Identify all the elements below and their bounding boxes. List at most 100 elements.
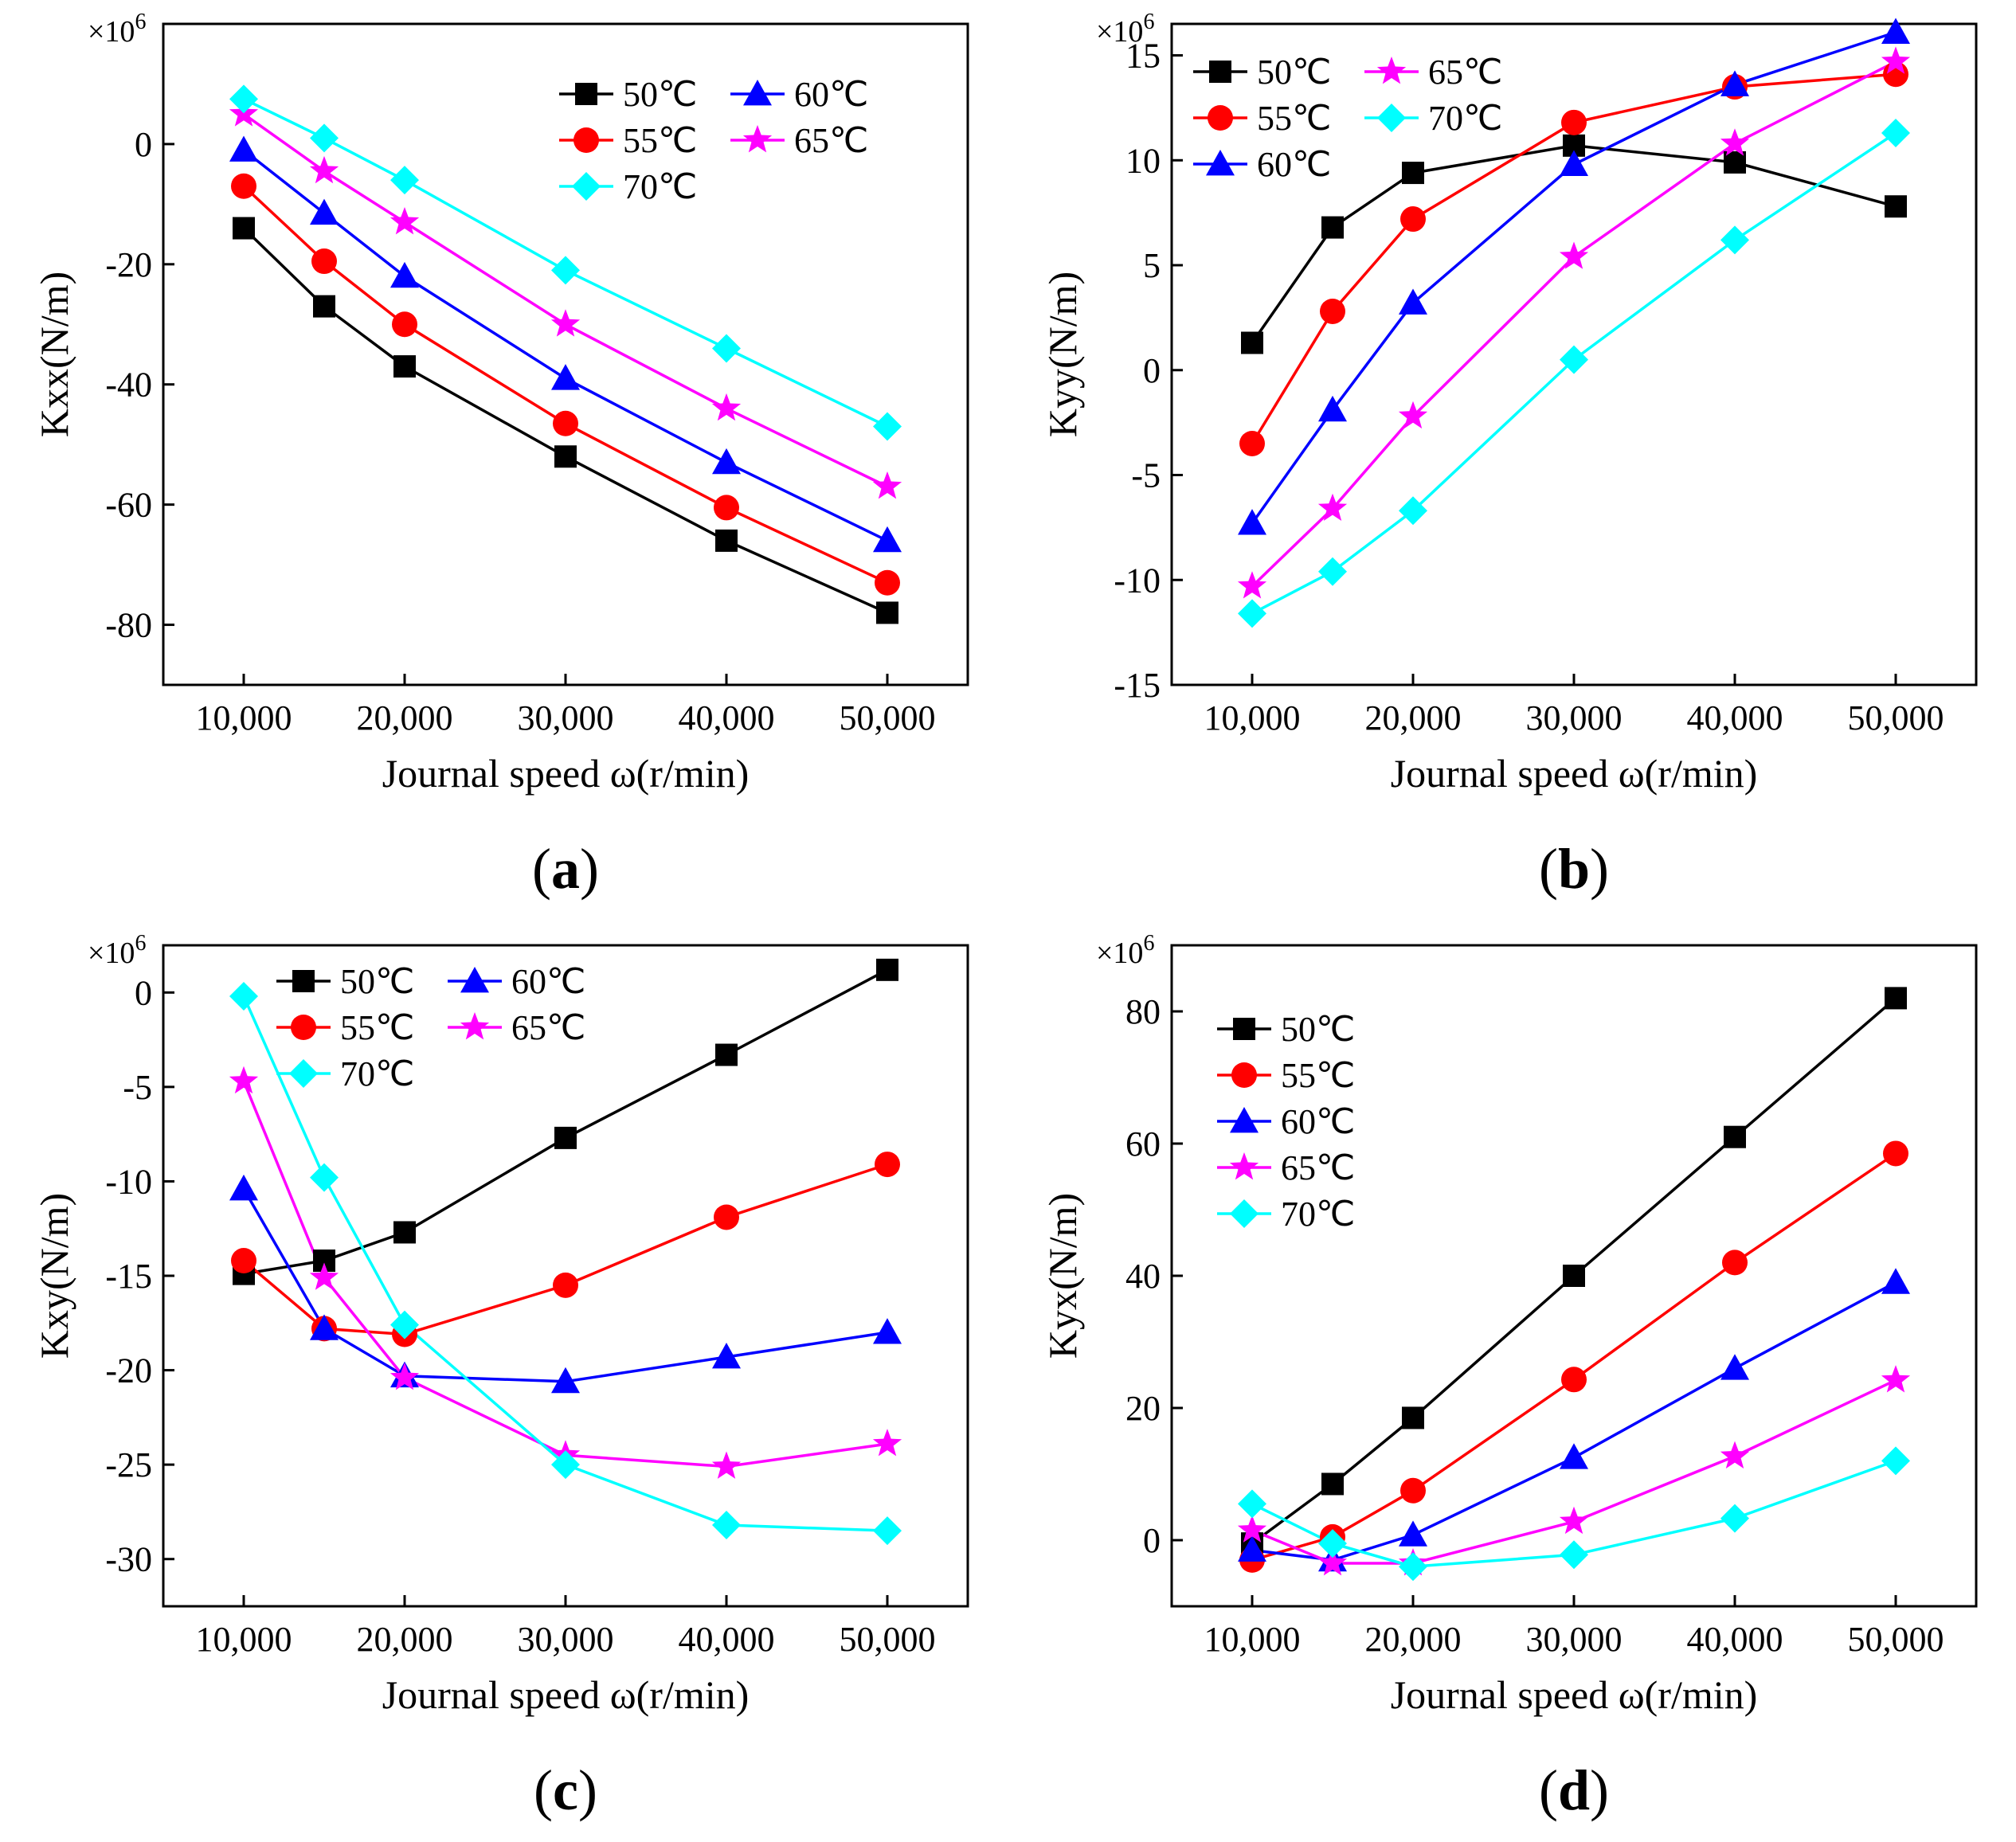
data-point bbox=[1238, 509, 1266, 535]
data-point bbox=[1400, 206, 1426, 233]
legend-marker bbox=[742, 125, 773, 153]
chart-c-svg: -30 -25 -20 -15 -10 -5 0 10,000 20,000 30,000 40,0… bbox=[32, 931, 969, 1822]
data-point bbox=[1885, 195, 1907, 218]
data-point bbox=[873, 526, 902, 553]
legend-marker bbox=[1229, 1152, 1259, 1180]
data-point bbox=[1399, 288, 1427, 315]
data-point bbox=[229, 135, 258, 162]
series-markers-3 bbox=[229, 135, 902, 553]
panel-label: (b) bbox=[1539, 837, 1609, 901]
legend-marker bbox=[1230, 1199, 1259, 1228]
data-point bbox=[310, 123, 339, 153]
legend-label: 65℃ bbox=[1281, 1148, 1355, 1187]
legend-marker bbox=[289, 1059, 318, 1088]
panel-label-close: ) bbox=[1590, 837, 1609, 901]
series-line-3 bbox=[242, 149, 888, 542]
chart-b-svg: -15 -10 -5 0 5 10 15 10,000 20,000 30,000 40,000 50… bbox=[1040, 10, 1978, 901]
y-multiplier-label: ×106 bbox=[1096, 931, 1154, 970]
data-point bbox=[1318, 1529, 1347, 1558]
series-markers-3 bbox=[1238, 18, 1910, 535]
legend-item: 55℃ bbox=[1217, 1056, 1355, 1095]
series-markers-5 bbox=[229, 84, 902, 441]
data-point bbox=[551, 1367, 580, 1394]
data-point bbox=[1237, 571, 1267, 599]
data-point bbox=[393, 1221, 416, 1244]
data-point bbox=[1399, 1520, 1427, 1547]
legend-item: 65℃ bbox=[1217, 1148, 1355, 1187]
legend-item: 65℃ bbox=[730, 121, 868, 160]
legend-marker bbox=[1208, 105, 1233, 131]
data-point bbox=[1399, 496, 1427, 526]
legend-item: 65℃ bbox=[1364, 53, 1502, 92]
data-point bbox=[873, 412, 902, 441]
panel-label: (c) bbox=[534, 1758, 597, 1822]
data-point bbox=[553, 410, 578, 436]
legend-marker bbox=[743, 80, 772, 106]
x-tick-label: 10,000 bbox=[1204, 698, 1301, 737]
data-point bbox=[1720, 128, 1750, 156]
panel-label-open: ( bbox=[532, 837, 551, 901]
y-axis-title: Kxy(N/m) bbox=[32, 1193, 76, 1359]
y-tick-label: 80 bbox=[1125, 992, 1161, 1031]
y-axis-title: Kyy(N/m) bbox=[1040, 272, 1085, 437]
legend-marker bbox=[572, 172, 601, 201]
data-point bbox=[392, 311, 417, 338]
legend-label: 70℃ bbox=[1428, 99, 1502, 138]
x-tick-label: 20,000 bbox=[1365, 1620, 1462, 1659]
data-point bbox=[1885, 987, 1907, 1010]
legend-item: 70℃ bbox=[1364, 99, 1502, 138]
data-point bbox=[1560, 1443, 1588, 1469]
series-markers-1 bbox=[1241, 134, 1907, 354]
data-point bbox=[875, 1152, 900, 1178]
data-point bbox=[389, 1363, 420, 1390]
data-point bbox=[1720, 1441, 1750, 1469]
data-point bbox=[551, 256, 580, 285]
data-point bbox=[1561, 109, 1587, 135]
data-point bbox=[550, 309, 581, 337]
data-point bbox=[1238, 599, 1266, 628]
data-point bbox=[876, 958, 898, 981]
data-point bbox=[715, 1043, 738, 1066]
series-line-2 bbox=[242, 1163, 888, 1336]
y-tick-label: -30 bbox=[105, 1540, 152, 1579]
legend-label: 50℃ bbox=[623, 75, 697, 114]
series-line-2 bbox=[1251, 72, 1897, 444]
chart-a-svg: -80 -60 -40 -20 0 10,000 20,000 30,000 40,000 50,… bbox=[32, 10, 969, 901]
y-tick-label: -10 bbox=[105, 1162, 152, 1201]
y-axis-title: Kxx(N/m) bbox=[32, 272, 76, 437]
panel-label-open: ( bbox=[1539, 1758, 1558, 1822]
data-point bbox=[1399, 1552, 1427, 1582]
data-point bbox=[231, 173, 256, 199]
x-tick-label: 40,000 bbox=[1687, 1620, 1783, 1659]
y-tick-label: 15 bbox=[1125, 37, 1161, 76]
data-point bbox=[554, 445, 577, 468]
x-tick-label: 30,000 bbox=[1526, 1620, 1623, 1659]
panel-label-open: ( bbox=[534, 1758, 553, 1822]
data-point bbox=[1238, 1535, 1266, 1562]
x-tick-label: 50,000 bbox=[1848, 698, 1944, 737]
legend-item: 55℃ bbox=[559, 121, 697, 160]
legend-label: 60℃ bbox=[1257, 145, 1331, 184]
series-line-5 bbox=[1251, 131, 1897, 615]
legend-label: 70℃ bbox=[623, 167, 697, 206]
data-point bbox=[711, 1451, 742, 1479]
x-tick-label: 20,000 bbox=[357, 698, 453, 737]
legend-item: 60℃ bbox=[448, 962, 585, 1001]
legend-label: 65℃ bbox=[511, 1008, 585, 1047]
series-markers-5 bbox=[1238, 1446, 1910, 1582]
legend-marker bbox=[1231, 1062, 1257, 1088]
data-point bbox=[551, 1450, 580, 1480]
y-tick-label: 0 bbox=[135, 973, 152, 1012]
legend-label: 55℃ bbox=[1281, 1056, 1355, 1095]
data-point bbox=[553, 1272, 578, 1298]
data-point bbox=[714, 495, 739, 521]
data-point bbox=[1724, 151, 1746, 174]
y-tick-label: -10 bbox=[1114, 561, 1161, 600]
data-point bbox=[712, 334, 741, 363]
panel-label-letter: c bbox=[553, 1758, 578, 1822]
series-line-1 bbox=[243, 968, 888, 1276]
data-point bbox=[1720, 225, 1749, 255]
series-line-1 bbox=[242, 227, 888, 615]
legend-marker bbox=[1233, 1018, 1255, 1040]
y-tick-label: 0 bbox=[135, 125, 152, 164]
